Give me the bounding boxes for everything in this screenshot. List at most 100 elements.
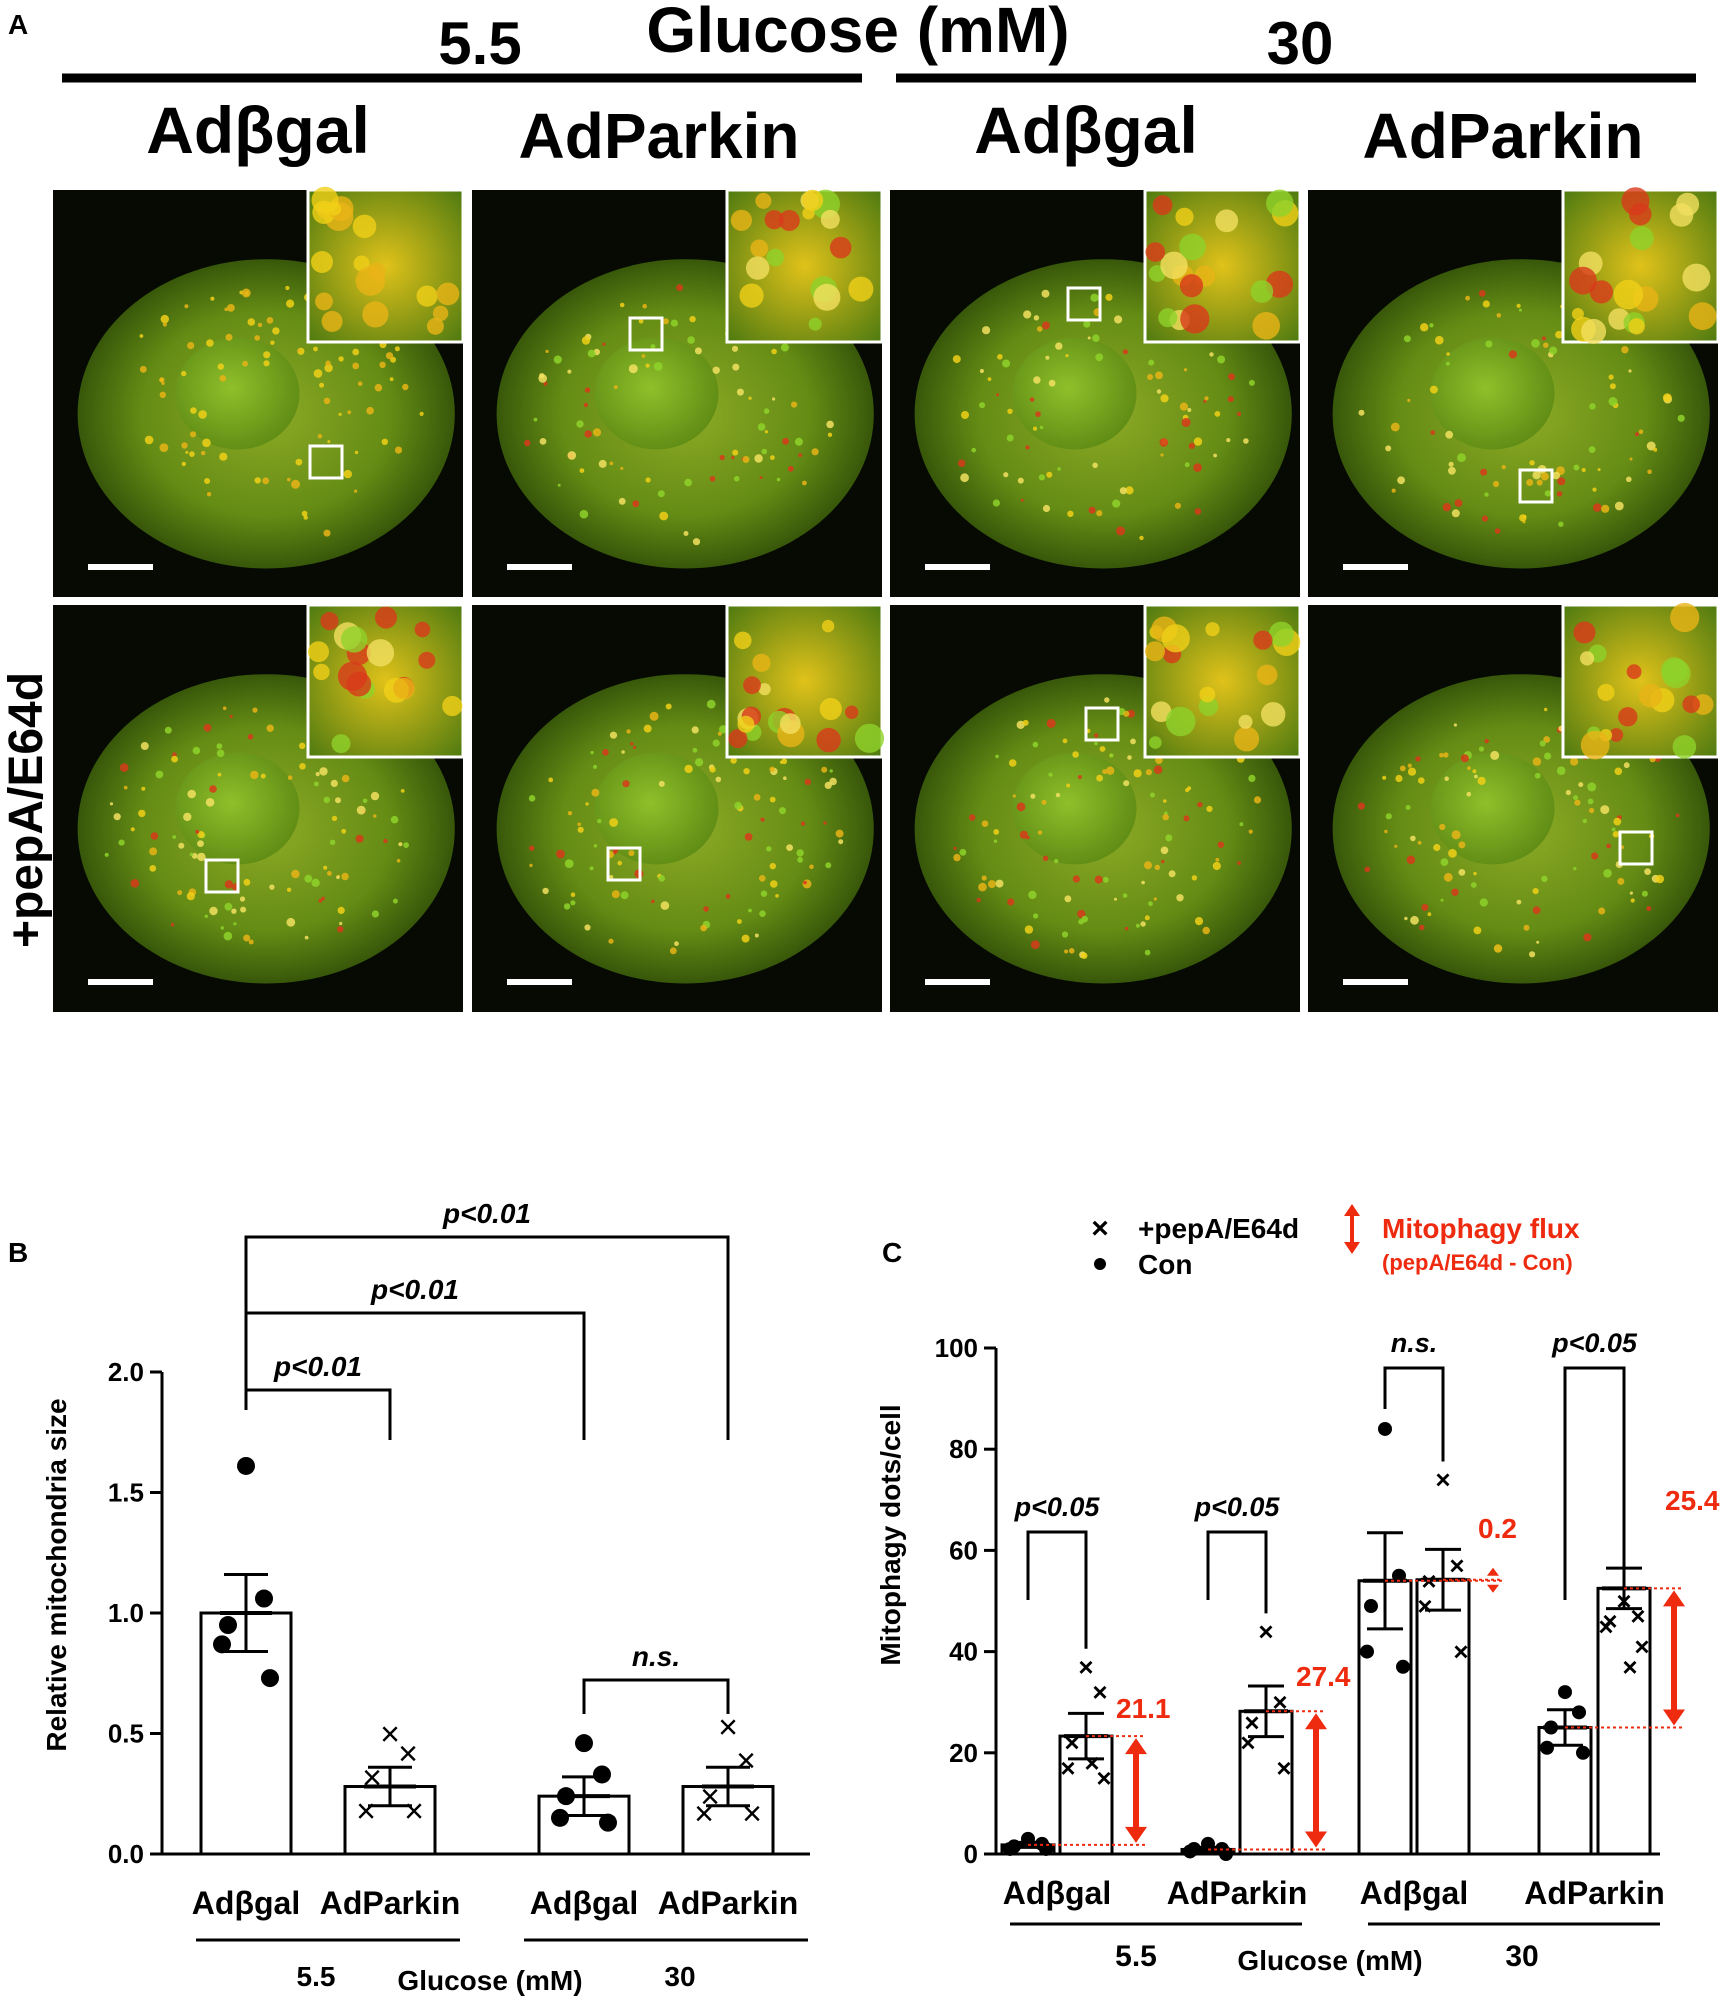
mito-dot [1598,907,1606,915]
mito-dot [1023,310,1032,319]
mito-dot [1077,909,1086,919]
data-point: × [1435,1465,1450,1495]
mito-dot [669,947,677,955]
inset-spot [366,639,395,667]
inset-spot [1179,274,1204,298]
group-label: 5.5 [297,1961,336,1992]
inset-spot [1613,279,1644,310]
y-tick-label: 60 [949,1535,978,1565]
mito-dot [317,434,323,439]
mito-dot [243,878,251,886]
x-tick-label: AdParkin [1167,1875,1307,1911]
inset-spot [352,214,377,239]
mito-dot [1035,411,1041,417]
mito-dot [1068,948,1075,954]
mito-dot [754,454,763,463]
inset-spot [743,676,761,695]
mito-dot [1141,880,1145,885]
data-point [1540,1740,1554,1755]
micrograph-r1-c1 [53,186,465,597]
mito-dot [642,303,647,309]
mito-dot [311,878,320,887]
mito-dot [239,896,246,902]
y-tick-label: 0.0 [108,1839,144,1869]
mito-dot [1095,353,1104,362]
cell-nucleus [175,752,300,865]
data-point: × [356,1793,376,1831]
bar [199,1611,293,1856]
mito-dot [769,766,775,773]
inset-spot [1145,242,1166,262]
mito-dot [242,360,249,367]
mito-dot [597,818,602,824]
mito-dot [1130,738,1136,745]
mito-dot [958,459,966,467]
significance-label: p<0.05 [1014,1492,1101,1522]
mito-dot [1033,315,1040,321]
mito-dot [366,406,374,415]
mito-dot [804,778,811,786]
mito-dot [1448,461,1454,467]
legend-flux-note: (pepA/E64d - Con) [1382,1250,1573,1275]
mito-dot [313,781,319,787]
mito-dot [744,833,753,841]
mito-dot [1194,508,1202,515]
inset-spot [321,310,343,332]
mito-dot [1096,774,1103,782]
y-tick-label: 2.0 [108,1357,144,1387]
column-header-adparkin-low: AdParkin [519,100,800,172]
mito-dot [1364,866,1371,873]
mito-dot [825,862,832,869]
mito-dot [803,880,807,885]
mito-dot [385,352,394,360]
mito-dot [689,315,696,323]
mito-dot [109,802,114,806]
mito-dot [210,296,215,301]
mito-dot [1033,913,1039,919]
mito-dot [539,438,547,445]
data-point [213,1635,231,1654]
inset-spot [1571,308,1584,320]
mito-dot [319,382,325,388]
roi-box [628,316,664,352]
mito-dot [725,894,731,899]
mito-dot [1519,514,1527,522]
legend-treated-marker: × [1091,1212,1109,1245]
inset-spot [737,715,755,733]
mito-dot [1067,510,1074,517]
mito-dot [1570,757,1579,766]
mito-dot [187,342,195,350]
mito-dot [796,849,804,857]
data-point: × [718,1708,738,1746]
mito-dot [206,339,214,347]
mito-dot [1623,762,1630,769]
mito-dot [557,483,561,487]
mito-dot [1472,769,1477,774]
inset-spot [778,210,800,231]
mito-dot [1237,412,1242,416]
mito-dot [1662,393,1672,402]
mito-dot [1482,300,1490,308]
inset-spot [375,606,397,629]
mito-dot [731,345,739,352]
mito-dot [1544,707,1548,712]
mito-dot [1008,759,1017,767]
data-point [261,1669,279,1688]
mito-dot [118,839,125,846]
mito-dot [338,412,342,416]
mito-dot [743,768,750,775]
mito-dot [1578,782,1584,788]
mito-dot [691,726,699,734]
mito-dot [144,435,154,445]
mito-dot [1114,315,1123,324]
mito-dot [786,844,793,851]
mito-dot [687,336,695,344]
data-point: × [1092,1677,1107,1707]
mito-dot [159,443,169,452]
mito-dot [1419,924,1425,931]
mito-dot [626,729,631,734]
mito-dot [123,785,128,790]
mito-dot [1041,799,1047,805]
significance-label: n.s. [632,1641,680,1672]
inset-spot [313,663,330,681]
